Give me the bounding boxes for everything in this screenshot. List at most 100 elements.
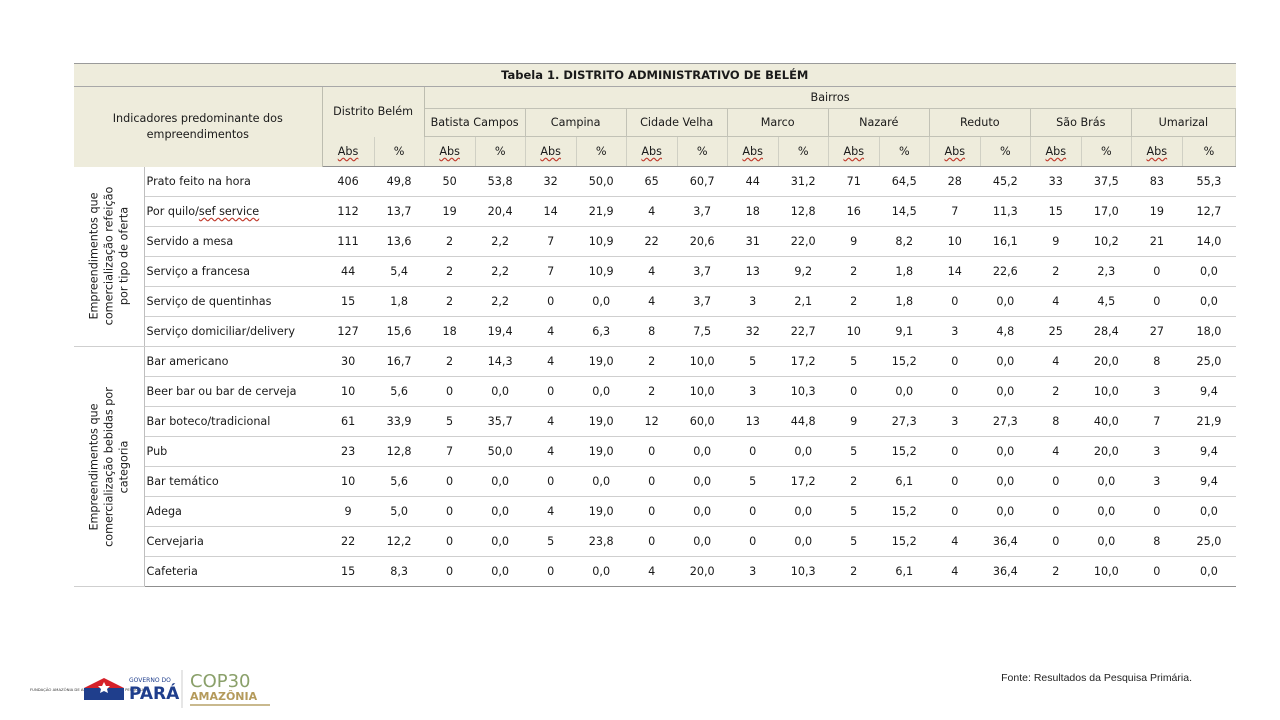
table-row: Por quilo/sef service 112 13,7 19 20,4 14 21,9… bbox=[74, 196, 1236, 227]
logos-area: FUNDAÇÃO AMAZÔNIA DE AMPARO A ESTUDOS E … bbox=[30, 664, 280, 714]
cell-abs: 83 bbox=[1131, 166, 1183, 197]
cell-abs: 8 bbox=[1131, 346, 1183, 377]
cell-pct: 21,9 bbox=[576, 196, 627, 227]
cell-pct: 0,0 bbox=[980, 436, 1031, 467]
cell-abs: 0 bbox=[525, 466, 577, 497]
cell-pct: 0,0 bbox=[475, 556, 526, 587]
cell-pct: 0,0 bbox=[576, 466, 627, 497]
cell-abs: 3 bbox=[1131, 376, 1183, 407]
cell-abs: 0 bbox=[929, 436, 981, 467]
cell-pct: 20,0 bbox=[1081, 436, 1132, 467]
cell-pct: 10,0 bbox=[1081, 376, 1132, 407]
header-abs: Abs bbox=[322, 136, 375, 167]
cell-abs: 7 bbox=[424, 436, 476, 467]
cell-pct: 0,0 bbox=[576, 286, 627, 317]
cell-abs: 0 bbox=[424, 376, 476, 407]
cell-pct: 45,2 bbox=[980, 166, 1031, 197]
cell-abs: 112 bbox=[322, 196, 375, 227]
cell-abs: 4 bbox=[929, 526, 981, 557]
header-abs: Abs bbox=[929, 136, 981, 167]
cell-pct: 15,2 bbox=[879, 526, 930, 557]
cell-pct: 10,9 bbox=[576, 256, 627, 287]
header-bairro: Batista Campos bbox=[424, 108, 526, 137]
cell-abs: 18 bbox=[727, 196, 779, 227]
group-label-cell: Empreendimentos que comercialização refe… bbox=[74, 166, 145, 347]
cell-abs: 2 bbox=[828, 556, 880, 587]
cell-abs: 2 bbox=[828, 466, 880, 497]
cell-pct: 17,2 bbox=[778, 346, 829, 377]
row-label: Cervejaria bbox=[144, 526, 323, 557]
cell-pct: 0,0 bbox=[1182, 286, 1236, 317]
cell-abs: 0 bbox=[1131, 286, 1183, 317]
cell-pct: 60,7 bbox=[677, 166, 728, 197]
cell-abs: 5 bbox=[828, 346, 880, 377]
cell-pct: 10,3 bbox=[778, 376, 829, 407]
governo-text: GOVERNO DO bbox=[129, 677, 171, 684]
header-bairro: Nazaré bbox=[828, 108, 930, 137]
header-pct: % bbox=[879, 136, 930, 167]
cell-pct: 0,0 bbox=[677, 466, 728, 497]
header-bairro: Cidade Velha bbox=[626, 108, 728, 137]
pct-label: % bbox=[595, 145, 607, 158]
cell-abs: 4 bbox=[525, 406, 577, 437]
cell-abs: 406 bbox=[322, 166, 375, 197]
cell-pct: 22,0 bbox=[778, 226, 829, 257]
cell-abs: 5 bbox=[525, 526, 577, 557]
header-bairro: Campina bbox=[525, 108, 627, 137]
pct-label: % bbox=[999, 145, 1011, 158]
cell-abs: 4 bbox=[626, 286, 678, 317]
data-table: Tabela 1. DISTRITO ADMINISTRATIVO DE BEL… bbox=[74, 63, 1237, 587]
header-pct: % bbox=[677, 136, 728, 167]
table-row: Empreendimentos que comercialização refe… bbox=[74, 166, 1236, 347]
cell-abs: 8 bbox=[1131, 526, 1183, 557]
cell-abs: 0 bbox=[525, 286, 577, 317]
cell-abs: 44 bbox=[727, 166, 779, 197]
cell-pct: 6,1 bbox=[879, 466, 930, 497]
row-label: Bar americano bbox=[144, 346, 323, 377]
cell-abs: 0 bbox=[424, 556, 476, 587]
cell-pct: 20,0 bbox=[1081, 346, 1132, 377]
cell-abs: 0 bbox=[1131, 256, 1183, 287]
cell-pct: 12,7 bbox=[1182, 196, 1236, 227]
cell-abs: 10 bbox=[322, 466, 375, 497]
cell-pct: 0,0 bbox=[1182, 256, 1236, 287]
cell-pct: 0,0 bbox=[879, 376, 930, 407]
cell-pct: 0,0 bbox=[980, 496, 1031, 527]
cell-pct: 25,0 bbox=[1182, 526, 1236, 557]
cell-abs: 14 bbox=[525, 196, 577, 227]
abs-label: Abs bbox=[337, 144, 359, 158]
cell-abs: 12 bbox=[626, 406, 678, 437]
cell-pct: 9,1 bbox=[879, 316, 930, 347]
pct-label: % bbox=[393, 144, 405, 158]
para-flag-icon bbox=[84, 678, 124, 700]
cell-pct: 0,0 bbox=[1081, 526, 1132, 557]
group-label: Empreendimentos que comercialização bebi… bbox=[87, 386, 131, 547]
header-abs: Abs bbox=[1030, 136, 1082, 167]
cell-pct: 15,6 bbox=[374, 316, 425, 347]
source-note: Fonte: Resultados da Pesquisa Primária. bbox=[1001, 672, 1192, 684]
cell-abs: 0 bbox=[727, 496, 779, 527]
cell-pct: 16,7 bbox=[374, 346, 425, 377]
cell-abs: 4 bbox=[1030, 436, 1082, 467]
table-row: Servido a mesa 111 13,6 2 2,2 7 10,9 22 20,6 31 22… bbox=[74, 226, 1236, 257]
cell-pct: 0,0 bbox=[980, 466, 1031, 497]
cell-pct: 55,3 bbox=[1182, 166, 1236, 197]
header-abs: Abs bbox=[727, 136, 779, 167]
cell-pct: 19,0 bbox=[576, 496, 627, 527]
cell-abs: 2 bbox=[424, 226, 476, 257]
cell-pct: 19,0 bbox=[576, 436, 627, 467]
cell-pct: 33,9 bbox=[374, 406, 425, 437]
cell-pct: 0,0 bbox=[778, 526, 829, 557]
table-row: Adega 9 5,0 0 0,0 4 19,0 0 0,0 0 0,0 5 15,2 0 0,0 0 0,0 0… bbox=[74, 496, 1236, 527]
cell-pct: 17,0 bbox=[1081, 196, 1132, 227]
cell-abs: 0 bbox=[929, 286, 981, 317]
cop30-logo: COP30 AMAZÔNIA bbox=[190, 671, 270, 706]
cell-pct: 49,8 bbox=[374, 166, 425, 197]
cell-abs: 18 bbox=[424, 316, 476, 347]
cell-abs: 2 bbox=[828, 286, 880, 317]
cell-abs: 111 bbox=[322, 226, 375, 257]
cell-abs: 5 bbox=[727, 346, 779, 377]
table-row: Bar temático 10 5,6 0 0,0 0 0,0 0 0,0 5 17,2 2 6,1 0 0… bbox=[74, 466, 1236, 497]
abs-label: Abs bbox=[1146, 145, 1168, 158]
cell-abs: 27 bbox=[1131, 316, 1183, 347]
